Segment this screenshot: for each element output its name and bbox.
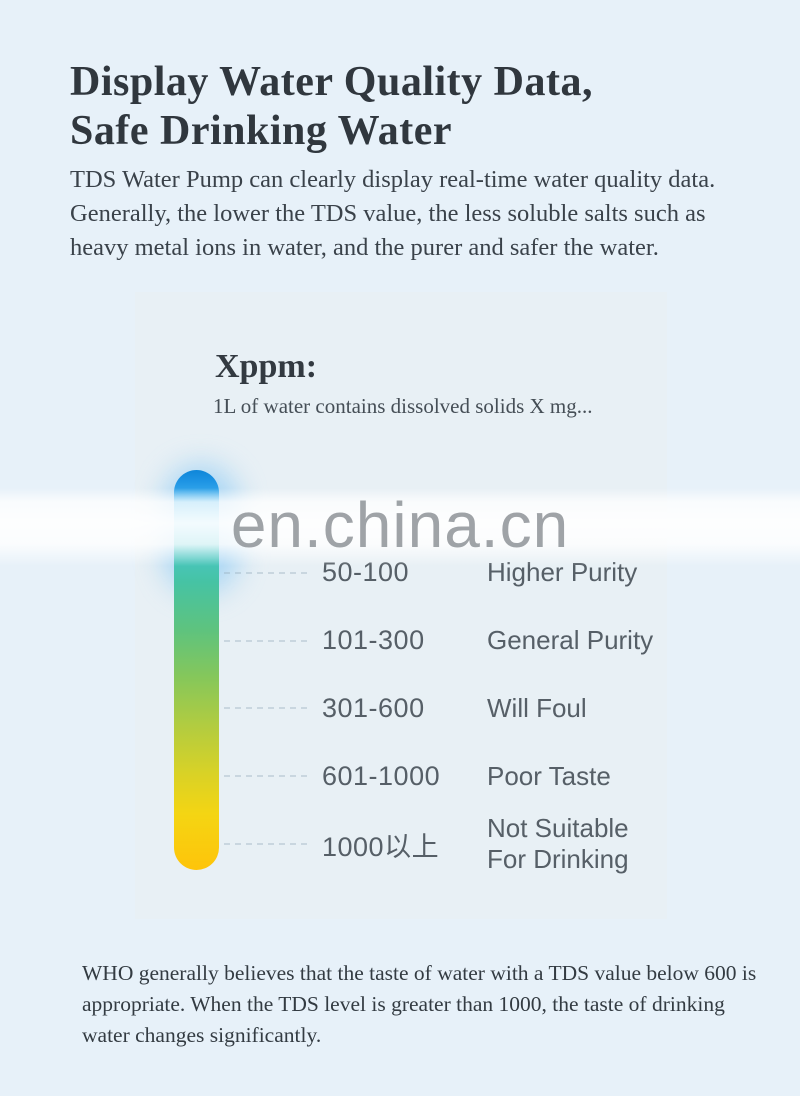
watermark-text: en.china.cn <box>230 489 570 561</box>
tick-mark <box>224 640 310 642</box>
scale-range: 301-600 <box>322 692 425 723</box>
watermark-band <box>0 488 800 566</box>
page-title-line1: Display Water Quality Data, <box>70 59 593 106</box>
scale-range: 1000以上 <box>322 831 440 862</box>
panel-subheading: 1L of water contains dissolved solids X … <box>213 394 593 418</box>
scale-row: 301-600 Will Foul <box>322 674 667 742</box>
scale-range: 601-1000 <box>322 760 441 791</box>
panel-heading: Xppm: <box>215 348 318 385</box>
scale-range: 101-300 <box>322 624 425 655</box>
intro-paragraph: TDS Water Pump can clearly display real-… <box>70 165 716 261</box>
scale-label: Will Foul <box>487 692 587 723</box>
tds-scale-panel: Xppm: 1L of water contains dissolved sol… <box>135 292 667 919</box>
scale-row: 1000以上 Not Suitable For Drinking <box>322 810 667 878</box>
scale-row: 601-1000 Poor Taste <box>322 742 667 810</box>
page-title: Display Water Quality Data, Safe Drinkin… <box>70 58 593 156</box>
scale-label: Poor Taste <box>487 760 611 791</box>
page-title-line2: Safe Drinking Water <box>70 108 453 155</box>
tick-mark <box>224 572 310 574</box>
scale-label: Not Suitable For Drinking <box>487 813 629 874</box>
footer-note: WHO generally believes that the taste of… <box>82 960 757 1047</box>
tds-scale-list: 50-100 Higher Purity 101-300 General Pur… <box>322 538 667 878</box>
tick-mark <box>224 775 310 777</box>
scale-label: General Purity <box>487 624 654 655</box>
scale-row: 101-300 General Purity <box>322 606 667 674</box>
tick-mark <box>224 843 310 845</box>
tick-mark <box>224 707 310 709</box>
